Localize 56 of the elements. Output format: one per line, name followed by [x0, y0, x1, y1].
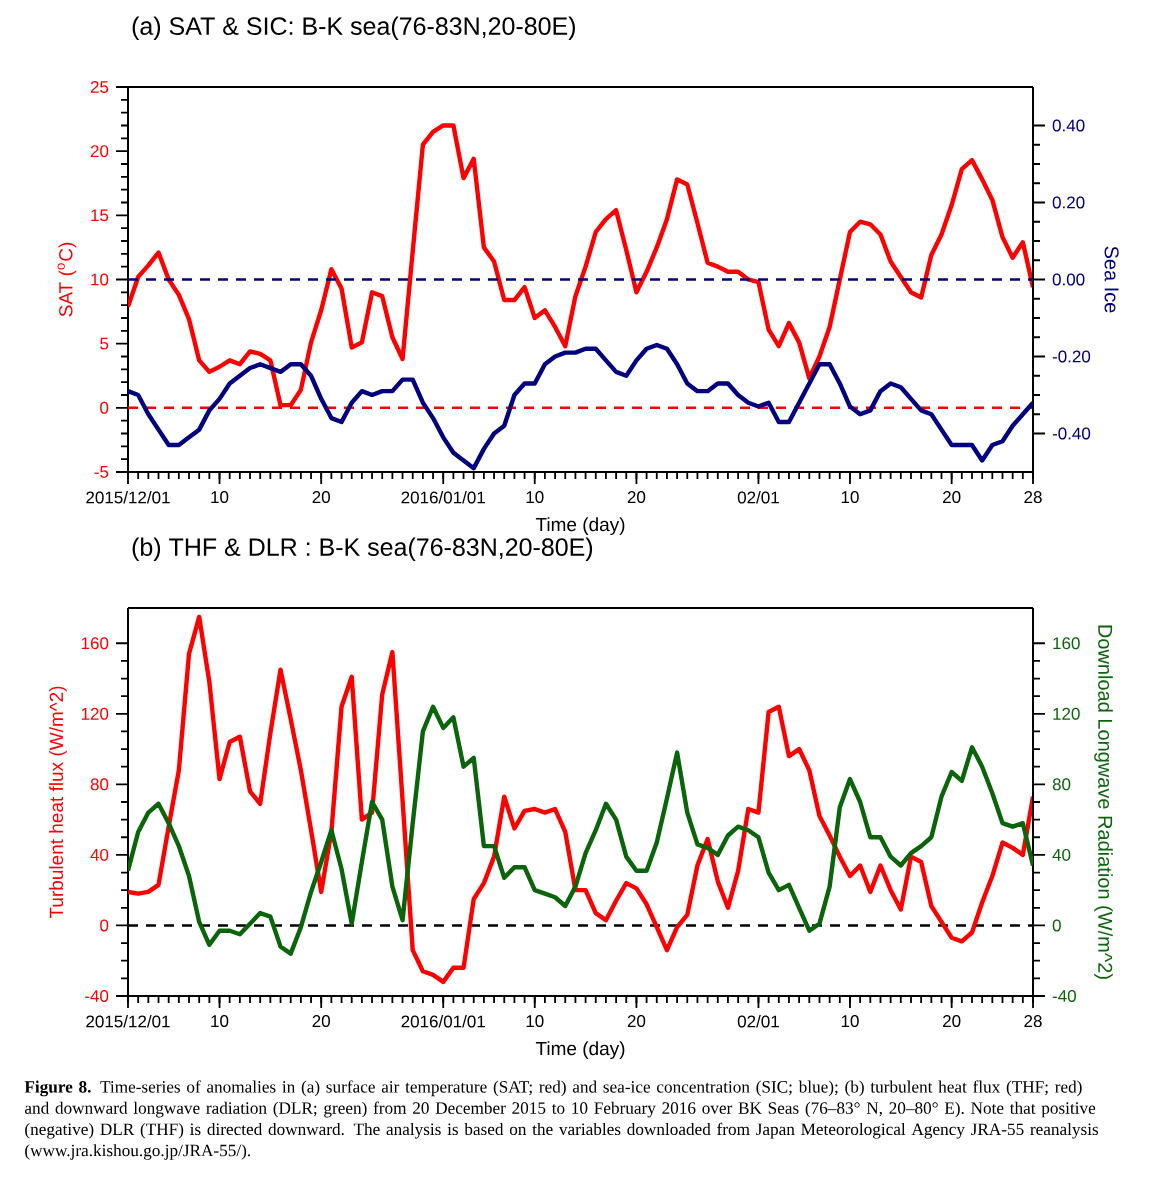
y-axis-title: SAT ($^{o}$C)	[57, 242, 77, 317]
x-tick-label: 28	[1024, 491, 1042, 504]
y2-tick-label: 0.20	[1052, 196, 1085, 209]
x-tick-label: 20	[943, 491, 961, 504]
x-tick-label: 2016/01/01	[401, 1015, 485, 1028]
y-tick-label: 5	[100, 337, 109, 350]
line-series	[128, 704, 1033, 956]
x-tick-label: 02/01	[737, 1015, 779, 1028]
y2-tick-label: 0.00	[1052, 273, 1085, 286]
y-tick-label: 15	[91, 209, 109, 222]
y2-tick-label: 0	[1052, 919, 1061, 932]
y-tick-label: 0	[100, 919, 109, 932]
line-series	[128, 614, 1033, 985]
y-tick-label: 120	[81, 707, 109, 720]
y-tick-label: 0	[100, 401, 109, 414]
line-series	[128, 123, 1033, 408]
y-tick-label: -5	[94, 466, 109, 478]
x-tick-label: 20	[943, 1015, 961, 1028]
y2-tick-label: -0.40	[1052, 427, 1091, 440]
y2-axis-title: Sea Ice	[1104, 246, 1119, 313]
x-axis-title: Time (day)	[535, 517, 625, 535]
x-tick-label: 2015/12/01	[86, 1015, 170, 1028]
x-tick-label: 20	[627, 491, 646, 504]
y-tick-label: -40	[85, 989, 109, 1002]
chart-title: (b) THF & DLR : B-K sea(76-83N,20-80E)	[132, 537, 593, 561]
y2-tick-label: 160	[1053, 637, 1080, 650]
y2-tick-label: -0.20	[1052, 350, 1091, 363]
y-tick-label: 40	[90, 848, 109, 861]
x-tick-label: 20	[312, 1015, 330, 1028]
y2-axis-title: Download Longwave Radiation (W/m^2)	[1094, 625, 1113, 979]
x-tick-label: 2016/01/01	[401, 491, 485, 504]
y2-tick-label: 120	[1053, 707, 1080, 720]
y-tick-label: 20	[90, 145, 109, 158]
y-tick-label: 160	[81, 637, 109, 650]
y-tick-label: 80	[90, 778, 109, 791]
y2-tick-label: 80	[1052, 778, 1071, 791]
x-tick-label: 10	[211, 1015, 229, 1028]
x-tick-label: 10	[526, 1015, 544, 1028]
x-tick-label: 10	[526, 491, 544, 504]
y-axis-title: Turbulent heat flux (W/m^2)	[49, 686, 67, 919]
x-tick-label: 10	[211, 491, 229, 504]
y-tick-label: 25	[90, 80, 109, 93]
x-tick-label: 10	[841, 1015, 859, 1028]
x-tick-label: 28	[1024, 1015, 1042, 1028]
x-tick-label: 20	[312, 491, 330, 504]
x-tick-label: 20	[627, 1015, 646, 1028]
x-tick-label: 10	[841, 491, 859, 504]
x-axis-title: Time (day)	[535, 1041, 625, 1059]
y2-tick-label: 40	[1052, 848, 1071, 861]
chart-title: (a) SAT & SIC: B-K sea(76-83N,20-80E)	[132, 16, 575, 40]
text: Figure 8. Time-series of anomalies in (a) surface air temperature (SAT; red) and sea-ice concentration (SIC; blue); (b) turbulent heat flux (THF; red) and downward longwave radiation (DLR; green) from 20 December 2015 to 10 February 2016 over BK Seas (76–83° N, 20–80° E). Note that positive (negative) DLR (THF) is directed downward. The analysis is based on the variables downloaded from Japan Meteorological Agency JRA-55 reanalysis (www.jra.kishou.go.jp/JRA-55/).	[24, 1080, 1099, 1160]
x-tick-label: 02/01	[737, 491, 779, 504]
y-tick-label: 10	[91, 273, 109, 286]
x-tick-label: 2015/12/01	[86, 491, 170, 504]
y2-tick-label: -40	[1052, 989, 1076, 1002]
y2-tick-label: 0.40	[1052, 119, 1085, 132]
